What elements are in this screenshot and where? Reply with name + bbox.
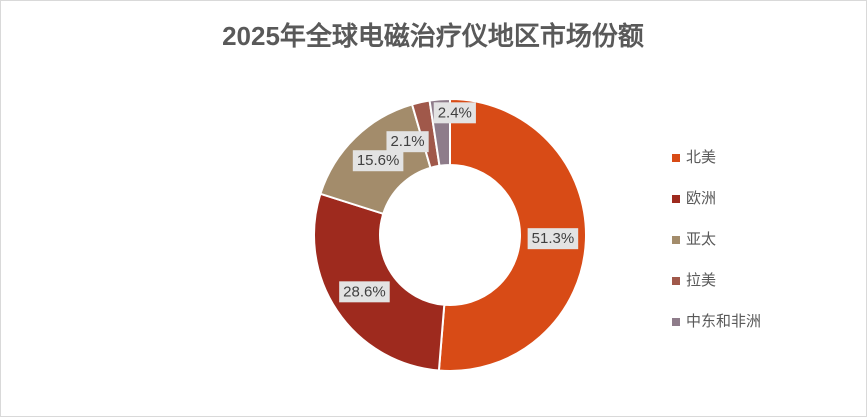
data-label-box (386, 131, 429, 153)
legend-label: 欧洲 (686, 190, 716, 207)
legend-swatch (672, 277, 680, 285)
legend-label: 亚太 (686, 231, 716, 248)
legend-swatch (672, 318, 680, 326)
legend-label: 中东和非洲 (686, 313, 761, 330)
data-label: 2.4% (438, 104, 472, 121)
donut-slice (437, 97, 587, 372)
legend-label: 拉美 (686, 272, 716, 289)
legend-swatch (672, 154, 680, 162)
legend-label: 北美 (686, 149, 716, 166)
data-label-box (433, 102, 476, 124)
chart-title: 2025年全球电磁治疗仪地区市场份额 (222, 21, 644, 51)
data-label-box (527, 228, 579, 250)
data-label-box (352, 150, 404, 172)
data-label-box (339, 281, 390, 303)
data-label: 28.6% (343, 283, 386, 300)
data-label: 51.3% (532, 230, 575, 247)
legend-swatch (672, 195, 680, 203)
data-label: 2.1% (390, 133, 424, 150)
data-label: 15.6% (357, 152, 400, 169)
legend-swatch (672, 236, 680, 244)
